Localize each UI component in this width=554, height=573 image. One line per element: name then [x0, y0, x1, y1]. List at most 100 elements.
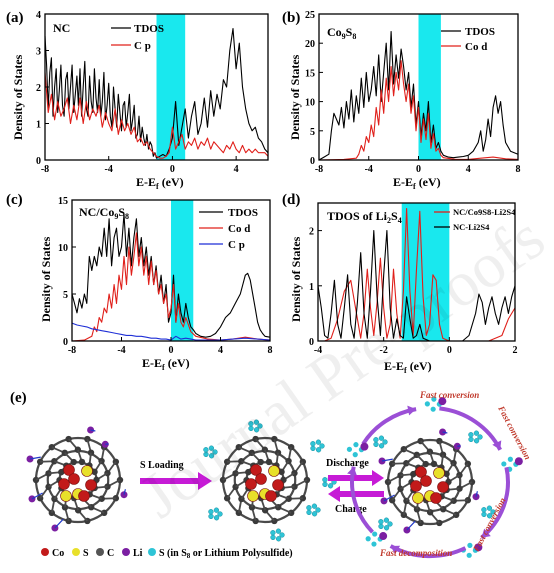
carbon-atom	[397, 472, 404, 479]
carbon-atom	[278, 468, 285, 476]
legend-label-tdos-a: TDOS	[134, 23, 164, 35]
tick-group-a: -8 -4 0 4 0 1 2 3 4	[36, 10, 239, 175]
schematic-panel-e: (e) S Loading Discharge Charge Fast conv…	[10, 390, 533, 560]
sulfur-atom	[247, 490, 259, 502]
polysulfide-atom	[248, 421, 254, 427]
series-line-b-1	[318, 60, 519, 161]
series-line-c-2	[71, 322, 271, 341]
cycle-arrow-head	[407, 405, 417, 416]
polysulfide-atom	[468, 432, 474, 438]
polysulfide-atom	[310, 441, 316, 447]
conversion-cycle	[346, 396, 523, 559]
fast-conversion-label-top: Fast conversion	[419, 390, 479, 400]
legend-label-cod-b: Co d	[465, 41, 487, 53]
chain-polysulfide-atom	[352, 452, 358, 458]
polysulfide-atom	[481, 511, 487, 518]
polysulfide-atom	[213, 507, 220, 513]
cycle-arrow-head	[492, 440, 502, 450]
polysulfide-atom	[306, 505, 312, 511]
cobalt-atom	[68, 473, 80, 485]
cycle-arrow-arc	[361, 407, 417, 445]
polysulfide-atom	[253, 427, 260, 433]
polysulfide-atom	[311, 503, 318, 509]
carbon-atom	[104, 483, 111, 490]
x-tick-label-d-2: 0	[447, 345, 452, 356]
carbon-atom	[422, 460, 429, 468]
carbon-atom	[410, 470, 417, 478]
polysulfide-atom	[468, 436, 474, 443]
legend-label-sps: S (in S8 or Lithium Polysulfide)	[159, 548, 293, 560]
li-bond	[29, 456, 41, 460]
chain-polysulfide-atom	[365, 536, 371, 542]
legend-d: NC/Co9S8-Li2S4 NC-Li2S4	[434, 207, 516, 232]
series-line-a-0	[44, 28, 269, 159]
carbon-atom	[426, 448, 434, 455]
legend-label-cp-a: C p	[134, 40, 151, 52]
legend-dot-li	[122, 548, 130, 556]
polysulfide-atom	[327, 483, 334, 489]
fast-conversion-label-right: Fast conversion	[496, 403, 533, 461]
carbon-atom	[261, 446, 269, 453]
x-tick-label-c-4: 8	[268, 345, 273, 356]
polysulfide-atom	[473, 430, 480, 436]
panel-label-a: (a)	[6, 10, 24, 26]
plot-title-b: Co9S8	[327, 25, 356, 41]
cobalt-atom	[58, 478, 70, 490]
chain-polysulfide-atom	[424, 401, 430, 407]
s-loading-label: S Loading	[140, 460, 184, 471]
plot-title-a: NC	[53, 21, 70, 35]
carbon-atom	[265, 458, 273, 466]
series-line-a-1	[44, 72, 269, 159]
chain-polysulfide-atom	[346, 446, 353, 452]
discharge-label: Discharge	[326, 458, 369, 469]
x-tick-label-b-3: 4	[466, 164, 471, 175]
polysulfide-atom	[486, 513, 493, 519]
cobalt-atom	[272, 479, 284, 491]
polysulfide-atom	[315, 439, 322, 445]
y-tick-label-c-2: 10	[58, 243, 68, 254]
y-tick-label-b-2: 10	[305, 98, 315, 109]
legend-label-cp-c: C p	[228, 239, 245, 251]
x-tick-label-a-3: 4	[234, 164, 239, 175]
x-tick-label-b-4: 8	[516, 164, 521, 175]
polysulfide-atom	[208, 513, 214, 520]
chain-polysulfide-atom	[371, 541, 377, 547]
x-tick-label-b-1: -4	[365, 164, 373, 175]
legend-label-tdos-b: TDOS	[465, 26, 495, 38]
polysulfide-atom	[315, 447, 322, 453]
sulfur-atom	[81, 465, 93, 477]
chain-polysulfide-atom	[431, 396, 437, 402]
series-lines-b	[318, 30, 519, 161]
carbon-atom	[443, 470, 450, 478]
carbon-atom	[87, 449, 95, 456]
li-bond	[54, 518, 64, 529]
fullerene-cage-sulfur-loaded	[203, 419, 337, 542]
s-loading-arrow: S Loading	[140, 460, 212, 490]
carbon-atom	[274, 449, 282, 456]
chain-polysulfide-atom	[467, 542, 473, 548]
y-axis-label-b: Density of States	[288, 54, 302, 140]
y-tick-label-b-0: 0	[310, 156, 315, 167]
cobalt-atom	[85, 479, 97, 491]
x-axis-label-d: E-Ef (eV)	[384, 359, 432, 375]
legend-b: TDOS Co d	[441, 26, 495, 53]
chain-polysulfide-atom	[501, 461, 507, 467]
sulfur-atom	[60, 490, 72, 502]
cobalt-atom	[430, 492, 442, 504]
y-tick-label-b-4: 20	[305, 39, 315, 50]
carbon-atom	[98, 495, 105, 502]
y-axis-label-a: Density of States	[11, 54, 25, 140]
polysulfide-atom	[481, 507, 487, 513]
polysulfide-atom	[257, 423, 263, 429]
cycle-arrow-head	[481, 528, 491, 538]
cobalt-atom	[255, 473, 267, 485]
fullerene-cage-pristine	[26, 426, 128, 532]
y-tick-label-d-2: 2	[309, 227, 314, 238]
x-axis-label-a: E-Ef (eV)	[136, 175, 184, 191]
carbon-atom	[439, 451, 447, 458]
polysulfide-atom	[270, 534, 276, 541]
legend-label-c: C	[107, 548, 114, 559]
carbon-atom	[299, 495, 307, 502]
atom-legend: Co S C Li S (in S8 or Lithium Polysulfid…	[41, 548, 293, 560]
